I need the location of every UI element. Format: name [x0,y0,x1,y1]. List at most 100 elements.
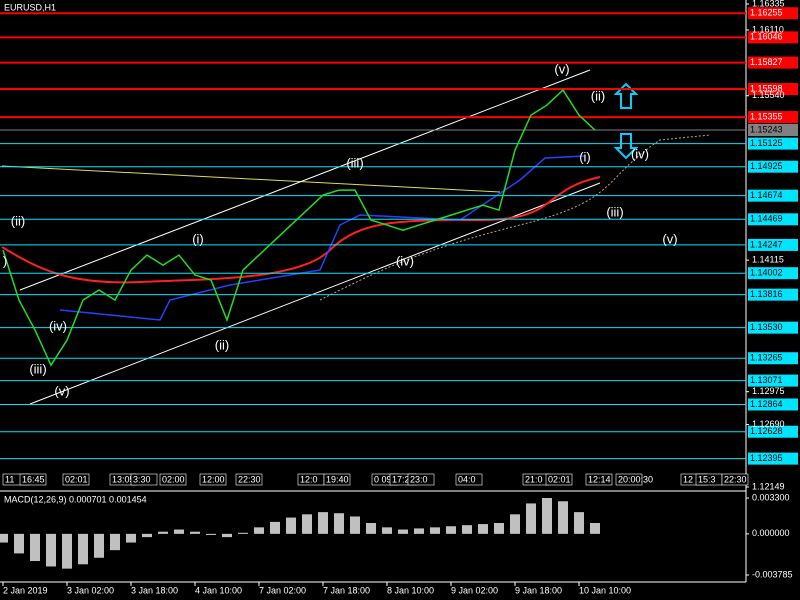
time-marker: 20:00:30 [618,474,653,484]
macd-bar [414,528,424,534]
time-marker: 02:01 [548,474,571,484]
macd-bar [238,532,248,534]
level-label-bg [748,83,798,96]
macd-bar [334,513,344,534]
wave-label: (iv) [631,146,649,161]
time-marker: 3:30 [133,474,151,484]
level-label: 1.14247 [750,239,783,249]
level-label: 1.16046 [750,32,783,42]
wave-label: (iv) [49,318,67,333]
macd-bar [302,514,312,534]
macd-bar [174,529,184,534]
price-line [2,88,596,367]
level-label-bg [748,238,798,251]
time-box [62,473,90,486]
macd-bar [510,514,520,534]
level-label: 1.13265 [750,353,783,363]
macd-bar [286,517,296,534]
wave-label: (ii) [215,337,229,352]
level-label: 1.14925 [750,161,783,171]
chart-title: EURUSD,H1 [4,2,56,12]
y-tick-label: 1.15540 [752,90,785,100]
macd-bar [350,516,360,534]
time-box [545,473,573,486]
x-tick-label: 10 Jan 10:00 [579,585,631,595]
wave-label: ) [3,253,7,268]
level-label-bg [748,137,798,150]
level-label-bg [748,321,798,334]
level-label: 1.15827 [750,57,783,67]
macd-bar [462,525,472,534]
macd-bar [142,533,152,538]
macd-bar [62,533,72,569]
y-tick-label: 1.12975 [752,386,785,396]
macd-bar [526,503,536,534]
time-box [19,473,47,486]
macd-bar [558,501,568,534]
wave-label: (iv) [396,253,414,268]
time-marker: 02:01 [65,474,88,484]
macd-bar [574,512,584,534]
macd-bar [366,522,376,534]
time-marker: 12:0 [300,474,318,484]
wave-label: (v) [54,383,69,398]
wave-label: (v) [662,231,677,246]
x-tick-label: 3 Jan 02:00 [67,585,114,595]
macd-bar [318,512,328,534]
macd-bar [398,529,408,534]
x-tick-label: 9 Jan 02:00 [451,585,498,595]
y-tick-label: 1.16110 [752,24,784,34]
level-label: 1.13816 [750,289,783,299]
macd-bar [14,533,24,554]
macd-bar [78,533,88,565]
level-label-bg [748,213,798,226]
macd-bar [46,533,56,567]
x-tick-label: 2 Jan 2019 [3,585,48,595]
time-marker: 23:0 [410,474,428,484]
moving-average [1,176,601,284]
level-label: 1.15355 [750,111,783,121]
level-label-bg [748,160,798,173]
macd-bar [94,533,104,558]
level-label: 1.15243 [750,124,783,134]
macd-bar [590,522,600,534]
time-marker: 16:45 [22,474,45,484]
level-label: 1.13530 [750,322,783,332]
macd-bar [270,521,280,534]
time-box [235,473,263,486]
level-label-bg [748,189,798,202]
x-tick-label: 7 Jan 02:00 [259,585,306,595]
level-label-bg [748,31,798,44]
macd-bar [478,524,488,534]
time-marker: 12:00 [202,474,225,484]
x-tick-label: 4 Jan 10:00 [195,585,242,595]
up-arrow [613,82,639,109]
macd-bar [110,533,120,551]
time-marker: 0 09 [374,474,392,484]
y-tick-label: 0.003300 [752,492,790,502]
macd-bar [222,533,232,538]
wave-label: (iii) [346,155,363,170]
wave-label: (iii) [29,361,46,376]
level-label-bg [748,398,798,411]
time-box [615,473,643,486]
level-label-bg [748,111,798,124]
level-label-bg [748,288,798,301]
macd-bar [158,531,168,534]
level-label: 1.13071 [750,375,783,385]
macd-bar [446,526,456,534]
macd-bar [254,527,264,534]
time-marker: 15:3 [698,474,716,484]
level-label: 1.14674 [750,190,783,200]
channel-line [19,69,591,291]
level-label: 1.12395 [750,453,783,463]
time-box [199,473,227,486]
y-tick-label: 1.12149 [752,481,785,491]
time-box [585,473,613,486]
macd-bar [190,531,200,534]
wave-label: (i) [192,231,204,246]
level-label: 1.15125 [750,138,783,148]
time-marker: 17:2 [392,474,410,484]
y-tick-label: 1.12690 [752,419,785,429]
